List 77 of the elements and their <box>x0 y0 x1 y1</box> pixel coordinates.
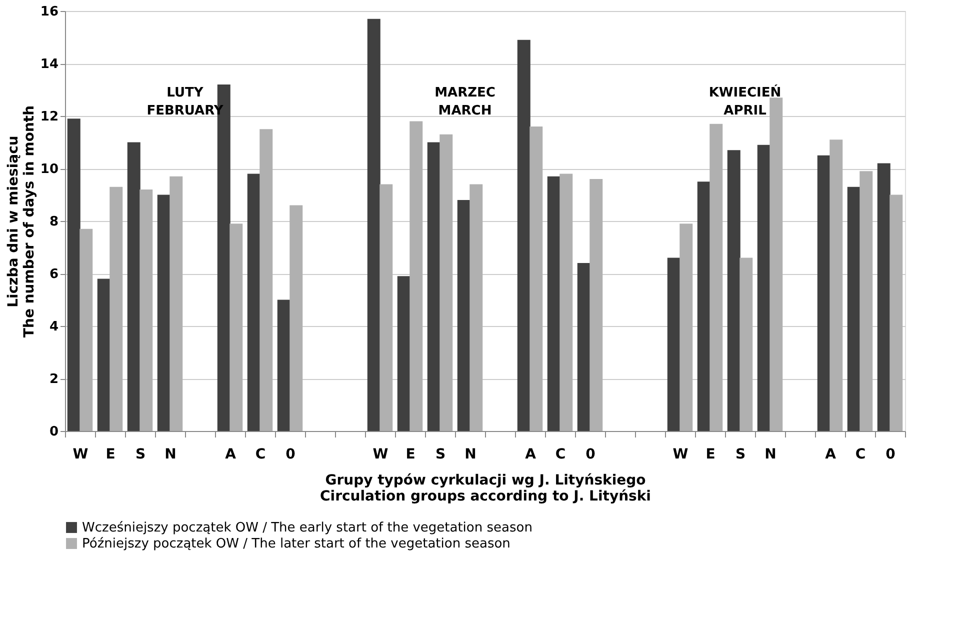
bar <box>457 200 470 431</box>
x-tick-label: W <box>372 446 388 462</box>
bar <box>427 142 440 431</box>
bar <box>877 163 890 431</box>
y-tick-label: 12 <box>40 110 58 124</box>
bar <box>547 176 560 431</box>
bar <box>157 194 170 431</box>
x-tick-label: 0 <box>586 446 596 462</box>
bar <box>667 258 680 431</box>
x-tick-label: C <box>855 446 866 462</box>
x-tick-label: A <box>525 446 536 462</box>
legend-label: Późniejszy początek OW / The later start of the vegetation season <box>82 536 510 552</box>
x-tick-label: C <box>255 446 266 462</box>
bar <box>470 184 483 431</box>
x-tick-label: S <box>135 446 146 462</box>
bar <box>247 174 260 431</box>
bar <box>410 121 423 431</box>
x-tick-label: N <box>764 446 776 462</box>
bar <box>727 150 740 431</box>
y-tick-label: 10 <box>40 162 58 177</box>
bar <box>140 190 153 431</box>
bar <box>397 276 410 431</box>
bar <box>680 224 693 431</box>
x-tick-label: C <box>555 446 566 462</box>
bar <box>97 278 110 431</box>
annotation: KWIECIEŃ APRIL <box>708 84 782 119</box>
y-tick-label: 0 <box>49 424 58 440</box>
bar <box>380 184 393 431</box>
bar <box>290 205 303 431</box>
bar <box>590 179 603 431</box>
y-tick-label: 6 <box>49 267 58 282</box>
x-tick-label: 0 <box>886 446 896 462</box>
x-tick-label: A <box>225 446 236 462</box>
bar <box>517 40 530 431</box>
x-tick-label: W <box>672 446 688 462</box>
y-tick-label: 2 <box>49 372 58 387</box>
x-tick-label: S <box>435 446 446 462</box>
bar <box>757 144 770 431</box>
bar <box>127 142 140 431</box>
bar <box>277 300 290 431</box>
bar <box>577 263 590 431</box>
x-tick-label: E <box>706 446 716 462</box>
x-tick-label: S <box>735 446 746 462</box>
bar <box>697 182 710 431</box>
x-tick-label: E <box>106 446 116 462</box>
x-tick-label: W <box>72 446 88 462</box>
legend-label: Wcześniejszy początek OW / The early start of the vegetation season <box>82 520 532 536</box>
bar <box>170 176 183 431</box>
bar <box>260 129 273 431</box>
bar <box>890 194 903 431</box>
y-tick-label: 16 <box>40 4 58 20</box>
x-axis-title: Grupy typów cyrkulacji wg J. Lityńskiego Circulation groups according to J. Lityński <box>320 472 651 504</box>
bar <box>560 174 573 431</box>
bar <box>530 126 543 431</box>
x-tick-label: N <box>464 446 476 462</box>
y-axis-title: Liczba dni w miesiącu The number of days in month <box>5 105 38 338</box>
bar <box>710 124 723 431</box>
bar <box>367 18 380 431</box>
y-tick-label: 4 <box>49 320 58 334</box>
bar <box>847 186 860 431</box>
y-tick-label: 14 <box>40 57 58 72</box>
bar <box>67 118 80 431</box>
annotation: MARZEC MARCH <box>434 86 496 119</box>
bar <box>817 155 830 431</box>
bar <box>830 140 843 431</box>
bar <box>110 186 123 431</box>
x-tick-label: E <box>406 446 416 462</box>
bar <box>770 98 783 431</box>
x-tick-label: 0 <box>286 446 296 462</box>
x-tick-label: N <box>164 446 176 462</box>
bar <box>230 224 243 431</box>
bar <box>860 171 873 431</box>
y-tick-label: 8 <box>49 214 58 230</box>
x-tick-label: A <box>825 446 836 462</box>
bar <box>80 228 93 431</box>
bar <box>740 258 753 431</box>
bar <box>440 134 453 431</box>
